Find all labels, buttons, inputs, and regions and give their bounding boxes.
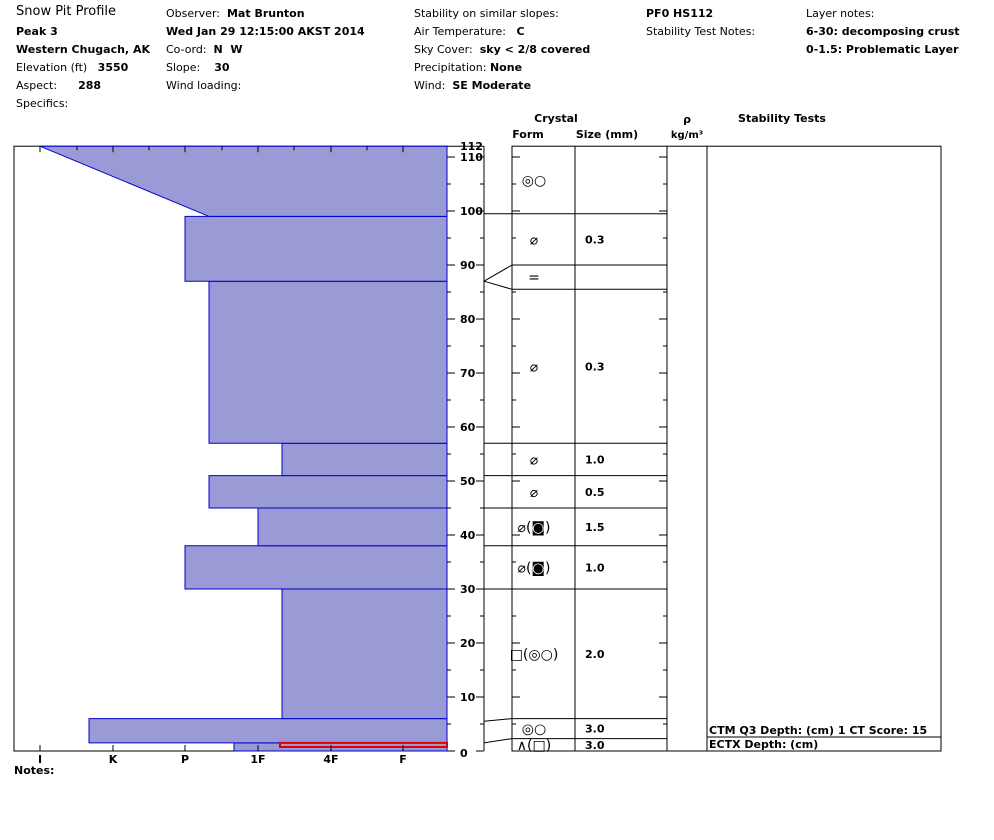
stability-similar-slopes: Stability on similar slopes: [414,7,559,20]
observer: Observer: Mat Brunton [166,7,305,20]
crystal-size-value: 0.3 [585,360,605,373]
hardness-tick-label: F [399,753,407,766]
crystal-size-value: 3.0 [585,739,605,752]
hardness-tick-label: I [38,753,42,766]
crystal-size-value: 1.5 [585,521,605,534]
crystal-size-value: 0.3 [585,233,605,246]
depth-tick-label: 100 [460,205,483,218]
stability-test-result: ECTX Depth: (cm) [709,738,818,751]
crystal-form-symbol: ◎○ [522,722,546,738]
hardness-tick-label: P [181,753,189,766]
layer-connector [483,738,513,744]
notes-label: Notes: [14,764,55,777]
hardness-layer [184,215,448,282]
problem-layer-marker [279,741,448,749]
crystal-form-symbol: ⌀ [530,452,539,468]
hardness-layer [257,507,448,547]
density-unit-heading: kg/m³ [671,130,703,141]
crystal-form-symbol: ◎○ [522,173,546,189]
depth-tick-label: 10 [460,691,476,704]
depth-tick-label: 80 [460,313,476,326]
sky-cover: Sky Cover: sky < 2/8 covered [414,43,591,56]
layer-connector [483,280,513,290]
crystal-size-value: 1.0 [585,561,605,574]
air-temperature: Air Temperature: C [414,25,525,38]
depth-tick-label: 40 [460,529,476,542]
hardness-layer [208,280,448,444]
crystal-form-symbol: = [528,270,540,286]
form-heading: Form [512,128,544,141]
layer-connector [483,264,513,282]
crystal-size-value: 2.0 [585,648,605,661]
hardness-layer [184,545,448,590]
layer-note-2: 0-1.5: Problematic Layer [806,43,959,56]
elevation: Elevation (ft) 3550 [16,61,129,74]
depth-tick-label: 30 [460,583,476,596]
pit-id: PF0 HS112 [646,7,714,20]
crystal-form-symbol: □(◎○) [510,647,559,663]
precipitation: Precipitation: None [414,61,523,74]
hardness-layer [281,442,448,477]
depth-tick-label: 0 [460,747,468,760]
specifics: Specifics: [16,97,69,110]
depth-tick-label: 20 [460,637,476,650]
hardness-layer [208,475,448,509]
depth-tick-label: 50 [460,475,476,488]
stability-test-result: CTM Q3 Depth: (cm) 1 CT Score: 15 [709,724,927,737]
location: Peak 3 [16,25,58,38]
crystal-form-symbol: ⌀ [530,485,539,501]
crystal-form-symbol: ⌀ [530,232,539,248]
depth-tick-label: 70 [460,367,476,380]
depth-tick-label: 90 [460,259,476,272]
depth-tick-label: 112 [460,140,483,153]
hardness-tick-label: 1F [250,753,265,766]
crystal-size-value: 0.5 [585,486,605,499]
depth-tick-label: 60 [460,421,476,434]
crystal-form-symbol: ⌀(◙) [518,560,551,576]
layer-note-1: 6-30: decomposing crust [806,25,960,38]
coordinates: Co-ord: N W [166,43,243,56]
aspect: Aspect: 288 [16,79,102,92]
pit-title: Snow Pit Profile [16,4,117,19]
size-heading: Size (mm) [576,128,638,141]
wind-loading: Wind loading: [166,79,242,92]
hardness-tick-label: K [109,753,118,766]
datetime: Wed Jan 29 12:15:00 AKST 2014 [166,25,365,38]
crystal-size-value: 1.0 [585,453,605,466]
rho-heading: ρ [683,113,691,126]
hardness-layer [39,145,448,217]
layer-notes-label: Layer notes: [806,7,875,20]
hardness-tick-label: 4F [323,753,338,766]
layers-frame [511,145,942,752]
wind: Wind: SE Moderate [414,79,532,92]
hardness-layer [281,588,448,720]
hardness-layer [88,718,448,744]
stability-tests-heading: Stability Tests [738,112,826,125]
crystal-form-symbol: ∧(□) [517,738,551,754]
slope: Slope: 30 [166,61,230,74]
stability-test-notes: Stability Test Notes: [646,25,756,38]
region: Western Chugach, AK [16,43,150,56]
crystal-size-value: 3.0 [585,723,605,736]
crystal-form-symbol: ⌀(◙) [518,520,551,536]
crystal-heading: Crystal [534,112,578,125]
crystal-form-symbol: ⌀ [530,359,539,375]
depth-tick-label: 110 [460,151,483,164]
layer-connector [483,718,513,722]
